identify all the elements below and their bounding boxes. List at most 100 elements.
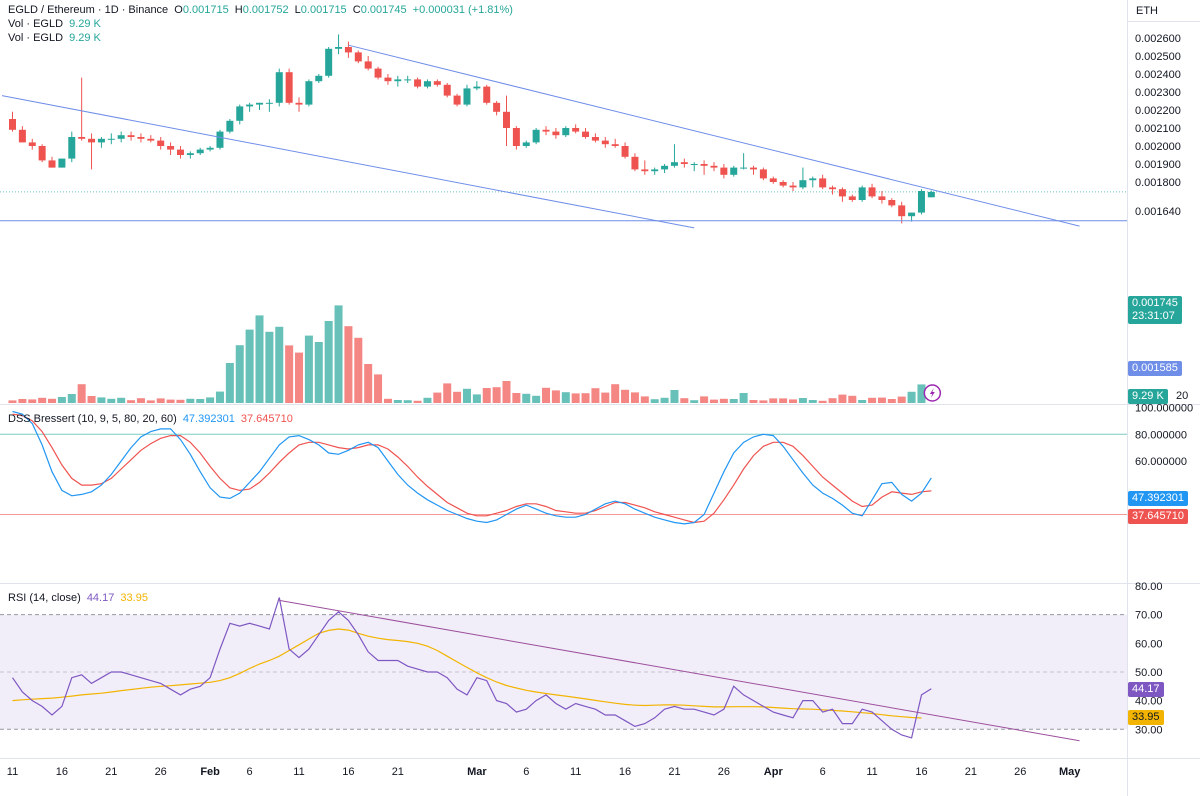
rsi-tick-label: 50.00	[1135, 667, 1163, 679]
volume-bar	[719, 398, 728, 403]
low-label: L	[294, 4, 301, 16]
volume-bar	[571, 393, 580, 403]
volume-bar	[117, 397, 126, 403]
volume-bar	[413, 400, 422, 403]
rsi-tick-label: 60.00	[1135, 638, 1163, 650]
volume-bar	[739, 393, 748, 403]
rsi-value: 44.17	[86, 592, 115, 604]
candle	[522, 142, 530, 146]
candle	[621, 146, 629, 157]
volume-value: 9.29 K	[69, 32, 101, 44]
volume-bar	[502, 381, 511, 403]
candle	[414, 79, 422, 87]
volume-legend-1[interactable]: Vol · EGLD 9.29 K	[8, 18, 104, 30]
volume-label: Vol · EGLD	[8, 18, 64, 30]
volume-bar	[344, 326, 353, 403]
candle	[315, 75, 323, 82]
volume-bar	[186, 398, 195, 403]
candle	[532, 129, 540, 143]
rsi-title: RSI (14, close)	[8, 592, 81, 604]
candle	[364, 61, 372, 69]
volume-bar	[897, 396, 906, 403]
lightning-glyph	[929, 388, 935, 398]
rsi-legend[interactable]: RSI (14, close) 44.17 33.95	[8, 592, 151, 604]
candle	[305, 81, 313, 105]
dss-fast-tag: 47.392301	[1128, 491, 1188, 506]
candle	[275, 72, 283, 103]
time-tick-label: 26	[718, 766, 730, 778]
last-price: 0.001745	[1132, 297, 1178, 309]
candle	[661, 165, 669, 170]
volume-bar	[749, 400, 758, 403]
dss-line	[12, 410, 932, 525]
price-tick-label: 0.002000	[1135, 141, 1181, 153]
price-tick-label: 0.001640	[1135, 206, 1181, 218]
candle	[759, 169, 767, 179]
currency-selector[interactable]: ETH	[1127, 0, 1200, 22]
candle	[503, 111, 510, 128]
candle	[631, 156, 639, 170]
candle	[216, 131, 224, 148]
time-tick-label: Feb	[200, 766, 220, 778]
candle	[888, 200, 896, 206]
candle	[423, 81, 431, 87]
volume-bar	[38, 397, 47, 403]
rsi-trend-line	[279, 599, 1080, 742]
volume-bar	[709, 399, 718, 403]
candle	[226, 120, 234, 132]
candle	[453, 95, 461, 105]
volume-bar	[156, 398, 165, 403]
candle	[927, 191, 935, 198]
high-label: H	[234, 4, 243, 16]
volume-bar	[858, 400, 867, 403]
candle	[690, 164, 698, 165]
volume-bar	[176, 399, 185, 403]
candle	[443, 84, 451, 96]
candle	[68, 137, 76, 159]
volume-bar	[532, 395, 541, 403]
candle	[167, 146, 175, 150]
time-tick-label: 11	[7, 766, 18, 778]
candle	[552, 131, 560, 136]
volume-bar	[245, 329, 254, 403]
candle	[18, 129, 26, 143]
candle	[838, 189, 846, 197]
rsi-tick-label: 40.00	[1135, 696, 1163, 708]
volume-bar	[127, 400, 136, 403]
volume-bar	[630, 392, 639, 403]
candle	[878, 196, 886, 200]
price-tick-label: 0.002400	[1135, 69, 1181, 81]
volume-bar	[551, 390, 560, 403]
candle	[848, 196, 856, 200]
bar-countdown: 23:31:07	[1132, 310, 1175, 322]
volume-bar	[28, 399, 37, 403]
volume-bar	[808, 400, 817, 403]
time-tick-label: 26	[155, 766, 167, 778]
volume-bar	[789, 399, 798, 403]
volume-bar	[907, 391, 916, 403]
volume-bar	[838, 394, 847, 403]
candle	[858, 187, 866, 200]
candle	[325, 48, 333, 76]
rsi-tick-label: 80.00	[1135, 581, 1163, 593]
volume-legend-2[interactable]: Vol · EGLD 9.29 K	[8, 32, 104, 44]
volume-tag-cut: 20	[1176, 390, 1189, 402]
volume-bar	[285, 345, 294, 403]
candle	[137, 137, 145, 139]
candle	[799, 180, 807, 188]
candle	[898, 205, 906, 217]
candle	[206, 147, 214, 150]
high-value: 0.001752	[242, 4, 289, 16]
volume-bar	[107, 398, 116, 403]
volume-bar	[670, 390, 679, 403]
price-tick-label: 0.002200	[1135, 105, 1181, 117]
candle	[88, 138, 96, 143]
rsi-tick-label: 70.00	[1135, 610, 1163, 622]
dss-legend[interactable]: DSS Bressert (10, 9, 5, 80, 20, 60) 47.3…	[8, 413, 296, 425]
volume-label: Vol · EGLD	[8, 32, 64, 44]
time-tick-label: 11	[570, 766, 581, 778]
symbol-title[interactable]: EGLD / Ethereum · 1D · Binance	[8, 4, 169, 16]
volume-bar	[403, 400, 412, 403]
volume-bar	[354, 337, 363, 403]
